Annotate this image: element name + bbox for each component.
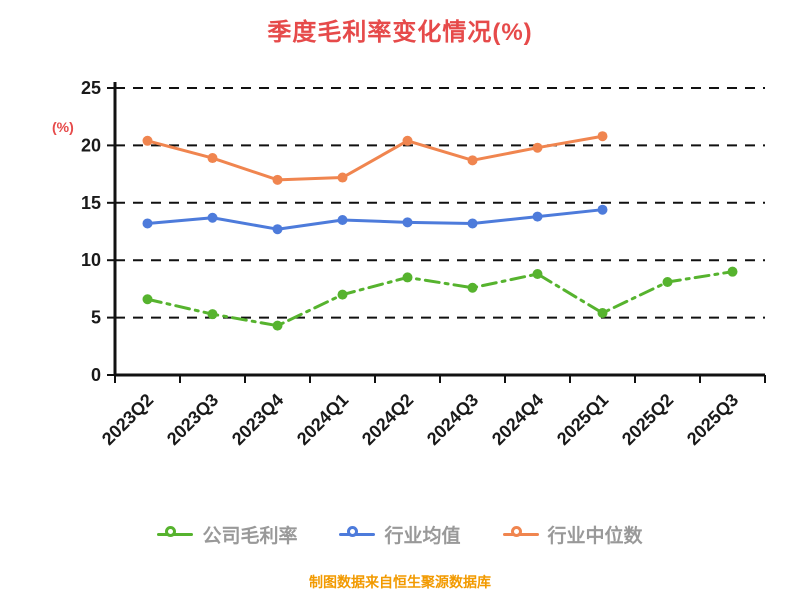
legend-marker-company-gross-margin <box>157 525 194 544</box>
svg-text:2023Q4: 2023Q4 <box>228 390 287 449</box>
svg-text:2023Q3: 2023Q3 <box>163 390 222 449</box>
svg-text:10: 10 <box>81 250 101 270</box>
svg-text:2025Q3: 2025Q3 <box>683 390 742 449</box>
svg-text:2025Q2: 2025Q2 <box>618 390 677 449</box>
circle-marker-icon <box>510 525 522 537</box>
line-chart: 0 5 10 15 20 25 2023Q2 2023Q3 2023Q4 2024Q1 2024Q2… <box>81 78 766 449</box>
legend-marker-industry-mean <box>339 525 376 544</box>
svg-text:2024Q3: 2024Q3 <box>423 390 482 449</box>
legend-item-industry-median[interactable]: 行业中位数 <box>502 521 643 548</box>
svg-text:2024Q1: 2024Q1 <box>293 390 352 449</box>
svg-text:0: 0 <box>91 365 101 385</box>
svg-text:20: 20 <box>81 135 101 155</box>
legend-label: 行业均值 <box>384 526 461 547</box>
svg-text:2024Q2: 2024Q2 <box>358 390 417 449</box>
legend-label: 行业中位数 <box>547 526 643 547</box>
chart-legend: 公司毛利率 行业均值 行业中位数 <box>0 521 800 548</box>
data-source-note: 制图数据来自恒生聚源数据库 <box>309 574 491 590</box>
svg-text:5: 5 <box>91 308 101 328</box>
legend-marker-industry-median <box>502 525 539 544</box>
legend-label: 公司毛利率 <box>202 526 298 547</box>
svg-text:2024Q4: 2024Q4 <box>488 390 547 449</box>
circle-marker-icon <box>165 525 177 537</box>
legend-item-industry-mean[interactable]: 行业均值 <box>339 521 461 548</box>
svg-text:2023Q2: 2023Q2 <box>98 390 157 449</box>
svg-text:2025Q1: 2025Q1 <box>553 390 612 449</box>
svg-text:15: 15 <box>81 193 101 213</box>
y-axis-unit-label: (%) <box>52 119 74 135</box>
circle-marker-icon <box>347 525 359 537</box>
svg-text:25: 25 <box>81 78 101 98</box>
chart-title: 季度毛利率变化情况(%) <box>267 19 533 46</box>
legend-item-company-gross-margin[interactable]: 公司毛利率 <box>157 521 297 548</box>
